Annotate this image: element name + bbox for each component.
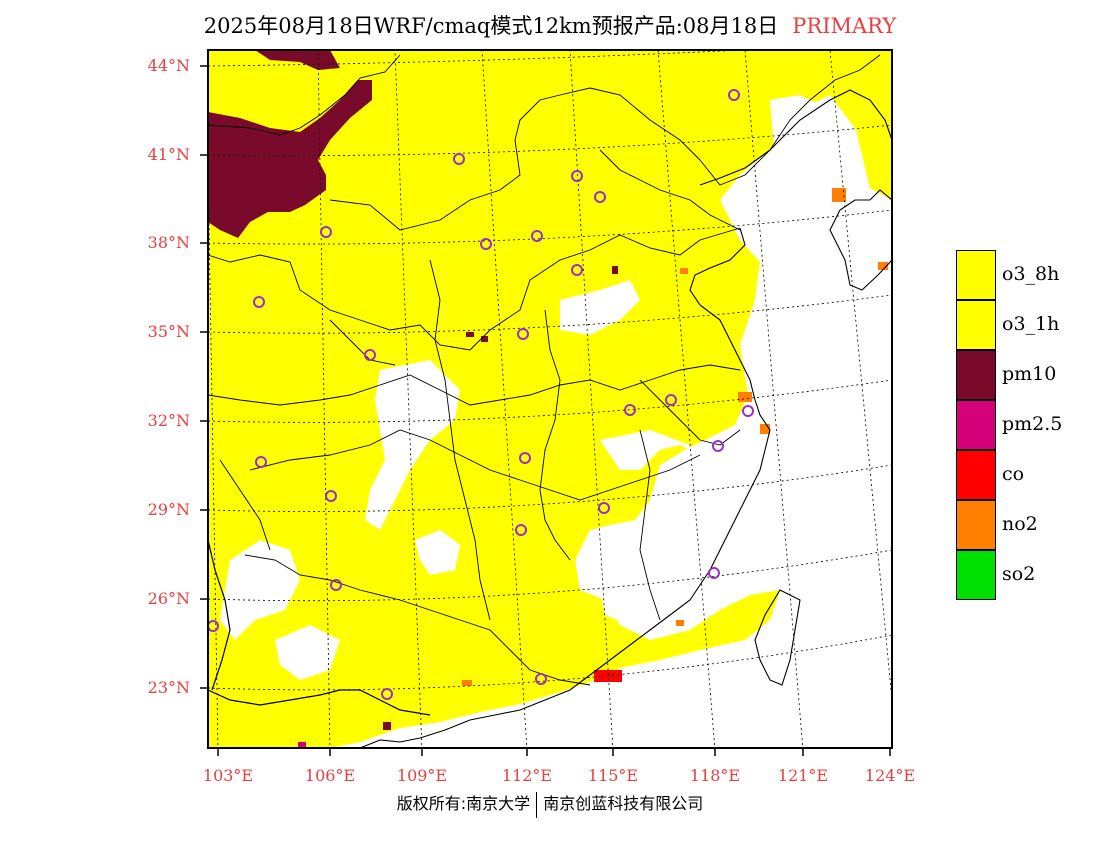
lat-label-23: 23°N [147, 678, 190, 697]
legend-swatch [956, 400, 996, 450]
legend-item-pm10: pm10 [956, 350, 1096, 400]
clean-area [220, 95, 880, 680]
legend-label: o3_1h [1002, 313, 1060, 335]
copyright: 版权所有:南京大学 南京创蓝科技有限公司 [0, 790, 1100, 818]
title-tag: PRIMARY [792, 14, 897, 38]
legend-label: o3_8h [1002, 263, 1060, 285]
lat-label-26: 26°N [147, 589, 190, 608]
legend-label: pm2.5 [1002, 413, 1063, 435]
lon-label-103: 103°E [202, 766, 254, 785]
legend-swatch [956, 550, 996, 600]
legend: o3_8h o3_1h pm10 pm2.5 co no2 so2 [956, 250, 1096, 600]
legend-swatch [956, 250, 996, 300]
lat-label-44: 44°N [147, 56, 190, 75]
legend-swatch [956, 450, 996, 500]
lon-label-118: 118°E [689, 766, 741, 785]
lat-label-35: 35°N [147, 322, 190, 341]
legend-item-co: co [956, 450, 1096, 500]
title-text: 2025年08月18日WRF/cmaq模式12km预报产品:08月18日 [203, 14, 779, 38]
lon-label-121: 121°E [777, 766, 829, 785]
map-title: 2025年08月18日WRF/cmaq模式12km预报产品:08月18日 PRIM… [0, 10, 1100, 40]
station-markers [208, 89, 754, 700]
lon-label-124: 124°E [864, 766, 916, 785]
province-boundaries [208, 54, 881, 686]
legend-swatch [956, 500, 996, 550]
lon-label-115: 115°E [587, 766, 639, 785]
legend-swatch [956, 300, 996, 350]
copyright-separator [536, 791, 538, 818]
legend-item-pm25: pm2.5 [956, 400, 1096, 450]
legend-item-o3-8h: o3_8h [956, 250, 1096, 300]
graticule [208, 50, 892, 748]
lon-label-109: 109°E [396, 766, 448, 785]
axis-ticks [200, 65, 891, 756]
no2-area [462, 188, 888, 686]
legend-item-so2: so2 [956, 550, 1096, 600]
lon-label-112: 112°E [501, 766, 553, 785]
legend-label: co [1002, 463, 1025, 485]
lat-label-32: 32°N [147, 411, 190, 430]
legend-swatch [956, 350, 996, 400]
legend-label: so2 [1002, 563, 1036, 585]
legend-label: no2 [1002, 513, 1038, 535]
copyright-right: 南京创蓝科技有限公司 [543, 794, 704, 813]
legend-item-no2: no2 [956, 500, 1096, 550]
national-border [208, 539, 431, 716]
pm25-area [298, 742, 306, 748]
lon-label-106: 106°E [304, 766, 356, 785]
lat-label-38: 38°N [147, 233, 190, 252]
copyright-left: 版权所有:南京大学 [396, 794, 531, 813]
coastline [359, 89, 892, 748]
legend-item-o3-1h: o3_1h [956, 300, 1096, 350]
lat-label-29: 29°N [147, 500, 190, 519]
o3-area [208, 50, 892, 748]
map-border [207, 49, 893, 749]
legend-label: pm10 [1002, 363, 1057, 385]
lat-label-41: 41°N [147, 145, 190, 164]
pm10-area [208, 50, 618, 730]
